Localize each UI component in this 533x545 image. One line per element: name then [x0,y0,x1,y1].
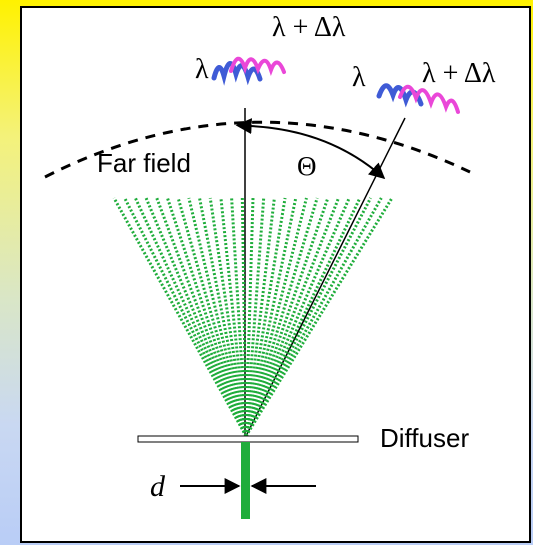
left-wave-lambda-plus [229,56,286,76]
beam-ray [198,197,248,437]
beam-ray [155,197,248,437]
beam-ray [123,197,248,437]
beam-ray [144,197,248,437]
right-wave-lambda-plus [398,84,460,114]
beam-ray [166,197,248,437]
right-wave-group [376,83,460,114]
theta-angle-arc [235,118,386,180]
scattered-beam-fan [112,197,394,437]
beam-ray [244,197,394,437]
beam-ray [112,197,248,437]
beam-ray [187,197,248,437]
beam-ray [244,197,330,437]
far-field-label: Far field [97,148,191,178]
beam-ray [244,197,383,437]
diffuser-plate [137,435,359,443]
lambda-plus-right-label: λ + Δλ [422,58,496,89]
beam-ray [244,197,319,437]
left-wave-group [211,56,286,86]
lambda-right-label: λ [352,62,366,93]
beam-ray [208,197,248,437]
diffuser-label: Diffuser [380,423,469,453]
beam-ray [176,197,248,437]
left-wave-lambda [211,61,263,86]
diagram-frame [20,6,531,543]
beam-ray [244,197,372,437]
beam-ray [244,197,287,437]
beam-ray [244,197,351,437]
beam-ray [244,197,340,437]
beam-ray [244,197,298,437]
input-beam [241,442,250,519]
angle-ray [244,117,406,439]
lambda-left-label: λ [195,54,209,85]
theta-label: Θ [297,151,317,181]
d-label: d [150,470,166,503]
beam-ray [244,197,308,437]
lambda-plus-left-label: λ + Δλ [272,12,346,43]
